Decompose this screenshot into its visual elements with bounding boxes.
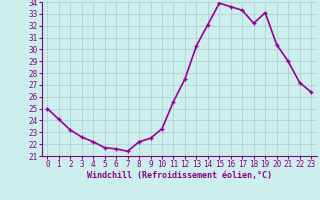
X-axis label: Windchill (Refroidissement éolien,°C): Windchill (Refroidissement éolien,°C)	[87, 171, 272, 180]
